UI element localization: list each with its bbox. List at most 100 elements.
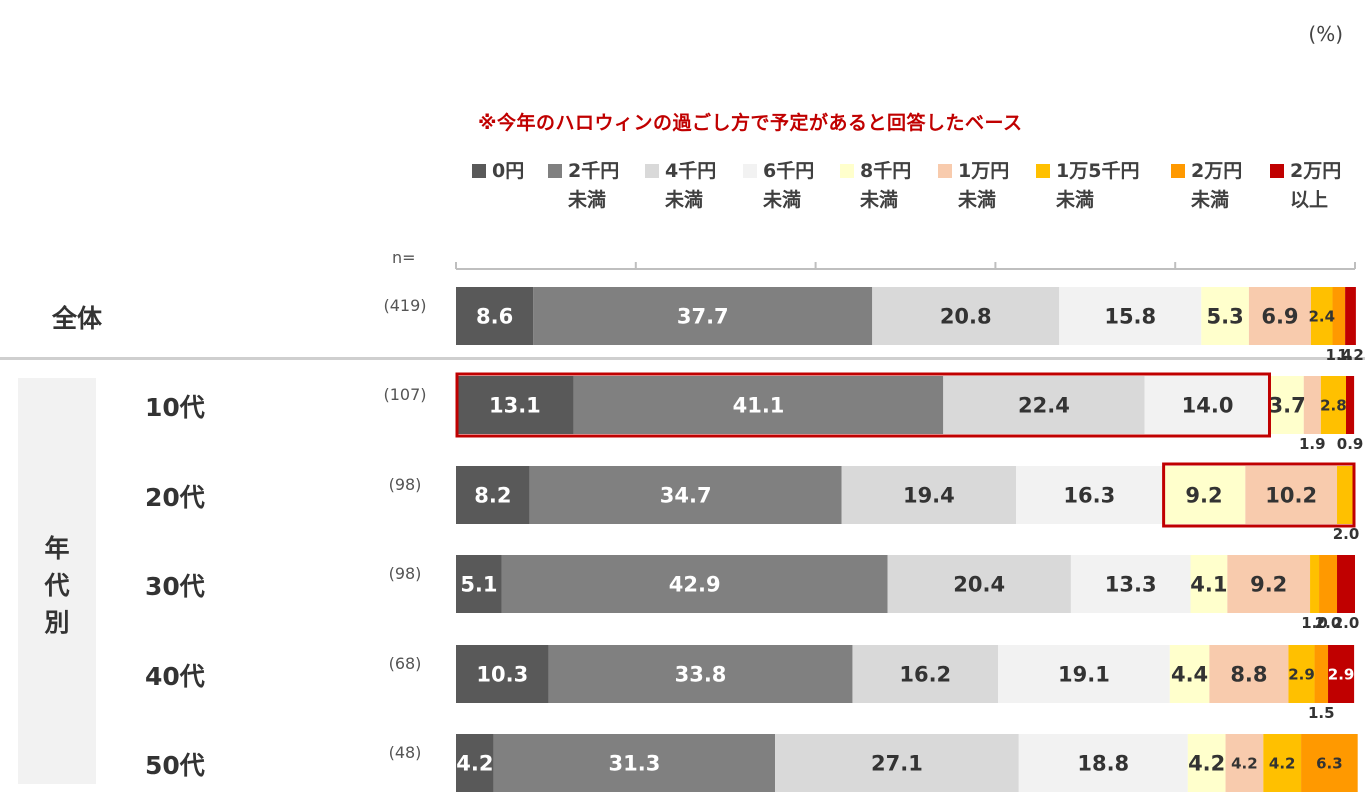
data-label: 16.2 [899,663,951,687]
data-label: 6.9 [1261,305,1298,329]
data-label: 31.3 [609,752,661,776]
data-label: 4.4 [1171,663,1208,687]
data-label: 33.8 [675,663,727,687]
data-label: 22.4 [1018,394,1070,418]
highlight-box [455,372,1271,438]
age-group-char: 別 [44,608,70,637]
bar-segment [943,376,1145,434]
bar-segment [456,555,502,613]
data-label: 4.2 [1188,752,1225,776]
row-label: 20代 [145,483,205,512]
bar-segment [573,376,944,434]
data-label: 2.0 [1333,525,1360,543]
row-label: 50代 [145,751,205,780]
legend-item: 2千円 未満 [548,157,619,215]
bar-segment [1314,645,1329,703]
legend-label: 0円 [492,160,525,182]
legend-swatch [1036,164,1050,178]
legend-label: 1万円 [958,160,1010,182]
data-label: 2.0 [1315,614,1342,632]
legend-label: 8千円 [860,160,912,182]
bar-segment [1245,466,1338,524]
data-label: 4.2 [456,752,493,776]
bar-segment [1310,555,1320,613]
data-label: 10.2 [1265,484,1317,508]
row-n-value: (419) [383,296,427,315]
data-label: 8.2 [474,484,511,508]
data-label: 0.9 [1337,435,1364,453]
bar-segment [1144,376,1271,434]
data-label: 8.6 [476,305,513,329]
bar-segment [456,734,494,792]
row-n-value: (68) [388,654,422,673]
bar-segment [1301,734,1358,792]
bar-segment [1263,734,1302,792]
legend-swatch [938,164,952,178]
data-label: 2.0 [1333,614,1360,632]
bar-segment [1162,466,1246,524]
data-label: 9.2 [1250,573,1287,597]
legend-label-line2: 未満 [958,189,997,211]
age-group-char: 年 [44,534,70,563]
bar-segment [1016,466,1163,524]
data-label: 27.1 [871,752,923,776]
row-n-value: (107) [383,385,427,404]
bar-segment [775,734,1019,792]
bar-segment [501,555,888,613]
bar-segment [493,734,776,792]
bar-segment [456,287,534,345]
data-label: 1.9 [1299,435,1326,453]
data-label: 4.1 [1190,573,1227,597]
bar-segment [1310,287,1333,345]
legend-label: 2万円 [1191,160,1243,182]
data-label: 13.1 [489,394,541,418]
row-label: 10代 [145,393,205,422]
legend-swatch [645,164,659,178]
bar-segment [1345,287,1356,345]
row-n-value: (98) [388,475,422,494]
bar-segment [872,287,1060,345]
data-label: 18.8 [1077,752,1129,776]
legend-swatch [1171,164,1185,178]
legend-label-line2: 未満 [1056,189,1095,211]
age-group-label: 年 代 別 [40,530,74,641]
legend-label: 6千円 [763,160,815,182]
bar-segment [1190,555,1228,613]
legend-swatch [743,164,757,178]
age-group-char: 代 [44,571,70,600]
data-label: 4.2 [1269,754,1296,772]
data-label: 20.4 [953,573,1005,597]
legend-item: 1万5千円 未満 [1036,157,1139,215]
separator-line [0,357,1365,360]
legend-label-line2: 以上 [1290,189,1329,211]
bar-segment [548,645,853,703]
bar-segment [1018,734,1188,792]
data-label: 8.8 [1230,663,1267,687]
bar-segment [456,466,530,524]
legend-swatch [840,164,854,178]
legend-item: 2万円 未満 [1171,157,1242,215]
data-label: 3.7 [1269,394,1306,418]
legend-label: 2千円 [568,160,620,182]
data-label: 6.3 [1316,754,1343,772]
chart-subtitle: ※今年のハロウィンの過ごし方で予定があると回答したベース [478,112,1023,134]
data-label: 19.4 [903,484,955,508]
data-label: 41.1 [733,394,785,418]
unit-label: (%) [1308,22,1343,46]
bar-segment [887,555,1071,613]
n-header: n= [392,248,416,267]
bar-segment [1337,466,1355,524]
legend-item: 8千円 未満 [840,157,911,215]
bar-segment [1248,287,1311,345]
data-label: 2.9 [1288,665,1315,683]
data-label: 2.9 [1328,665,1355,683]
legend-label-line2: 未満 [665,189,704,211]
data-label: 16.3 [1063,484,1115,508]
data-label: 5.3 [1206,305,1243,329]
bar-segment [1346,376,1355,434]
legend-swatch [1270,164,1284,178]
data-label: 1.2 [1337,346,1364,364]
row-n-value: (48) [388,743,422,762]
data-label: 37.7 [677,305,729,329]
row-label: 全体 [52,304,103,333]
